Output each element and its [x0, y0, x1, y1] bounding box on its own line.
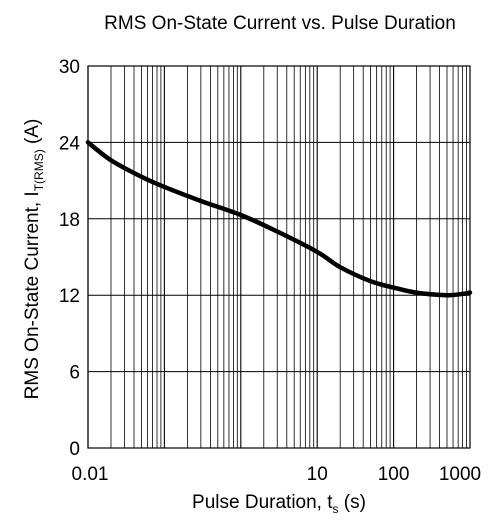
- x-tick-label: 1000: [439, 464, 481, 485]
- y-axis-label: RMS On-State Current, IT(RMS) (A): [22, 118, 46, 400]
- x-axis-label: Pulse Duration, ts (s): [192, 492, 366, 516]
- y-tick-label: 6: [69, 363, 80, 384]
- y-tick-label: 18: [59, 210, 80, 231]
- x-tick-label: 10: [307, 464, 328, 485]
- y-tick-label: 24: [59, 133, 81, 154]
- plot-frame: [87, 65, 471, 449]
- y-tick-label: 30: [59, 57, 80, 78]
- tick-labels: 0 6 12 18 24 30 0.01 10 100 1000: [59, 57, 481, 485]
- series-line: [85, 140, 473, 298]
- x-tick-label: 0.01: [72, 464, 109, 485]
- x-tick-label: 100: [378, 464, 410, 485]
- grid-lines: [87, 65, 470, 449]
- y-tick-label: 12: [59, 286, 80, 307]
- chart-title: RMS On-State Current vs. Pulse Duration: [104, 13, 456, 34]
- y-tick-label: 0: [69, 439, 80, 460]
